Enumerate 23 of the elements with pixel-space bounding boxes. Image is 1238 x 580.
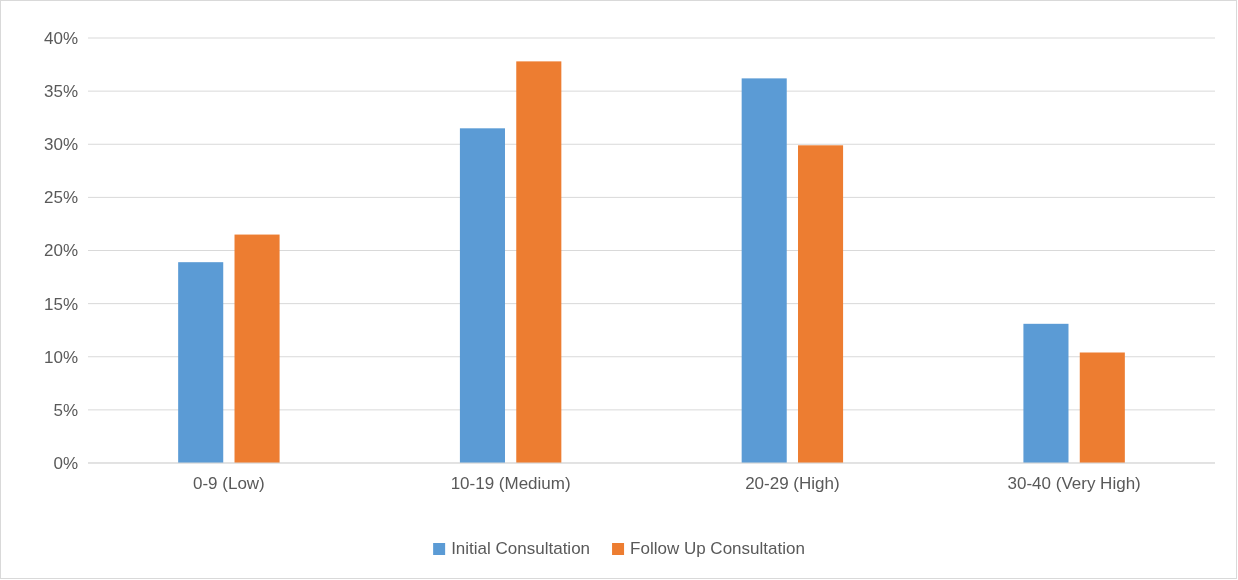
y-tick-label: 40% (43, 28, 78, 48)
y-tick-label: 10% (43, 347, 78, 367)
y-tick-label: 25% (43, 188, 78, 208)
bar (798, 145, 844, 463)
legend-label: Initial Consultation (451, 539, 591, 558)
legend-label: Follow Up Consultation (630, 539, 805, 558)
x-tick-label: 20-29 (High) (745, 474, 840, 494)
x-tick-label: 0-9 (Low) (192, 474, 265, 494)
y-tick-label: 5% (53, 400, 78, 420)
bar (459, 128, 505, 463)
y-tick-label: 30% (43, 135, 78, 155)
x-tick-label: 30-40 (Very High) (1007, 474, 1141, 494)
y-tick-label: 35% (43, 82, 78, 102)
y-tick-label: 20% (43, 241, 78, 261)
bar (234, 234, 280, 463)
bar (1079, 352, 1125, 463)
bar (1023, 323, 1069, 463)
x-tick-label: 10-19 (Medium) (450, 474, 571, 494)
bar (178, 262, 224, 463)
bar (516, 61, 562, 463)
y-tick-label: 0% (53, 453, 78, 473)
bar (741, 78, 787, 463)
y-tick-label: 15% (43, 294, 78, 314)
